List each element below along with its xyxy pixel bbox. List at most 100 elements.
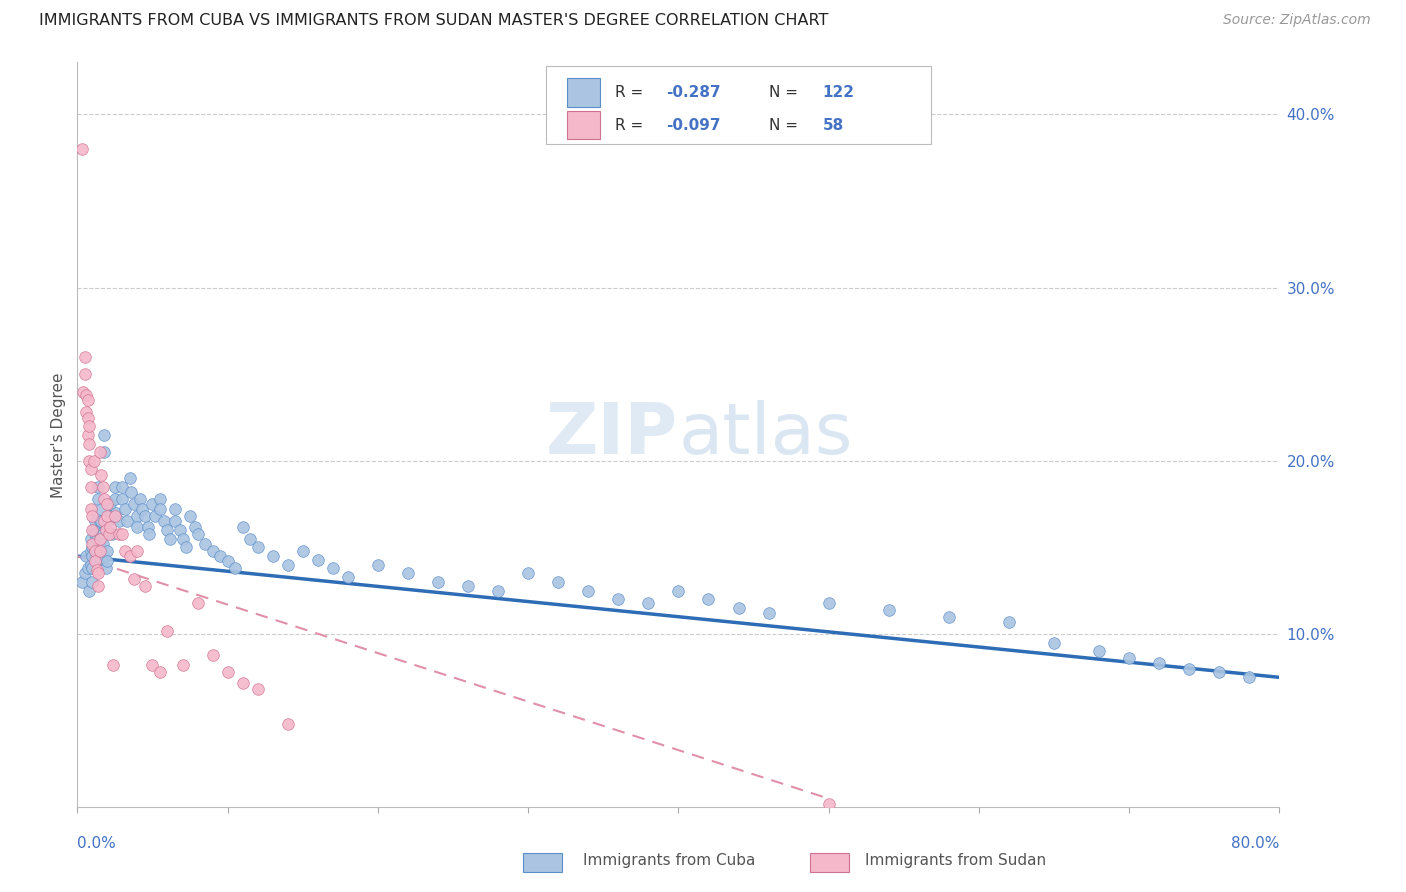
Point (114, 502, 136, 516)
Point (73, 566, 96, 581)
Point (93, 515, 115, 529)
Point (141, 658, 163, 673)
Point (83, 537, 105, 551)
Point (217, 665, 239, 680)
Point (187, 596, 209, 610)
Point (145, 509, 167, 524)
Point (817, 797, 839, 811)
Y-axis label: Master's Degree: Master's Degree (51, 372, 66, 498)
Text: N =: N = (769, 118, 803, 133)
Point (84, 544, 107, 558)
Text: -0.097: -0.097 (666, 118, 721, 133)
Point (91, 480, 114, 494)
Point (84, 544, 107, 558)
Point (70, 575, 93, 590)
Point (277, 717, 299, 731)
Point (82, 537, 104, 551)
Point (86, 532, 108, 546)
Point (1239, 670, 1261, 684)
Point (96, 544, 118, 558)
Point (90, 515, 112, 529)
Point (96, 509, 118, 524)
Point (115, 515, 138, 529)
Point (547, 575, 569, 590)
Point (127, 544, 149, 558)
Point (84, 515, 107, 529)
Point (86, 544, 108, 558)
Point (457, 578, 479, 592)
Point (877, 603, 900, 617)
Point (576, 583, 599, 598)
Point (131, 502, 153, 516)
Point (427, 575, 450, 590)
Point (124, 497, 146, 511)
Point (129, 491, 152, 506)
Point (80, 532, 103, 546)
Text: R =: R = (614, 118, 648, 133)
Point (82, 523, 104, 537)
FancyBboxPatch shape (546, 66, 931, 145)
Point (111, 491, 134, 506)
Point (76, 428, 98, 442)
Point (93, 549, 115, 563)
Point (194, 537, 217, 551)
Point (149, 502, 172, 516)
Point (246, 541, 269, 555)
Point (336, 570, 359, 584)
Point (232, 675, 254, 690)
Point (134, 578, 156, 592)
Text: R =: R = (614, 85, 648, 100)
Point (101, 526, 124, 541)
Point (76, 561, 98, 575)
Point (637, 596, 659, 610)
Point (262, 549, 284, 563)
Point (938, 609, 960, 624)
Point (697, 592, 720, 607)
Point (93, 445, 115, 459)
Point (87, 491, 110, 506)
Point (80, 544, 103, 558)
Point (97, 515, 120, 529)
Point (114, 544, 136, 558)
Point (1208, 665, 1230, 680)
Point (89, 532, 111, 546)
Point (1178, 662, 1201, 676)
Point (79, 454, 101, 468)
Text: Immigrants from Cuba: Immigrants from Cuba (583, 854, 756, 868)
Point (75, 549, 97, 563)
Point (232, 519, 254, 533)
Point (277, 558, 299, 572)
Point (1088, 644, 1111, 658)
Point (82, 549, 104, 563)
Point (94, 561, 117, 575)
Point (93, 428, 115, 442)
Point (517, 566, 540, 581)
Point (86, 554, 108, 568)
Point (138, 526, 160, 541)
Point (149, 665, 172, 680)
Point (76, 393, 98, 408)
Point (169, 523, 191, 537)
Point (84, 554, 107, 568)
Point (89, 550, 111, 565)
Point (607, 592, 630, 607)
Point (104, 509, 127, 524)
Point (104, 491, 127, 506)
Point (90, 467, 112, 482)
Text: 0.0%: 0.0% (77, 836, 117, 851)
Point (89, 515, 111, 529)
Point (97, 526, 120, 541)
Point (159, 532, 181, 546)
Point (127, 509, 149, 524)
Point (87, 578, 110, 592)
Point (104, 480, 127, 494)
Point (82, 575, 104, 590)
Point (179, 509, 201, 524)
Point (80, 558, 103, 572)
Text: atlas: atlas (679, 401, 853, 469)
Point (94, 523, 117, 537)
FancyBboxPatch shape (567, 111, 600, 139)
Point (118, 549, 141, 563)
Point (103, 658, 125, 673)
Text: Immigrants from Sudan: Immigrants from Sudan (865, 854, 1046, 868)
